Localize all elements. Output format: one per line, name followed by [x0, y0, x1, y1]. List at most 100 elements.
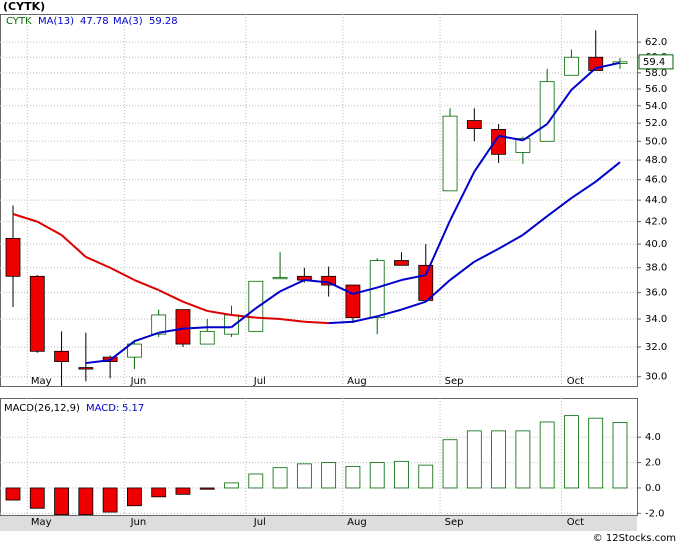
macd-bar	[418, 464, 434, 489]
y-tick-label: 52.0	[645, 118, 667, 129]
ma-line	[522, 215, 548, 236]
ma-line	[230, 307, 257, 328]
candle-body	[564, 56, 579, 76]
candle-body	[394, 260, 409, 266]
ma-line	[158, 289, 184, 303]
macd-bar	[102, 487, 118, 513]
x-tick-label: Oct	[567, 517, 584, 528]
ma-line	[498, 234, 524, 250]
macd-bar	[5, 487, 21, 501]
ma-line	[182, 300, 208, 312]
macd-bar	[29, 487, 45, 509]
ma-line	[376, 279, 402, 289]
macd-current-label: MACD:	[86, 403, 119, 414]
ma-line	[352, 315, 378, 323]
y-tick-label: 32.0	[645, 342, 667, 353]
candle-body	[345, 284, 361, 319]
y-tick-label: 54.0	[645, 101, 667, 112]
macd-bar	[345, 465, 361, 489]
ma-line	[522, 123, 548, 142]
macd-bar	[588, 417, 604, 489]
ma-line	[255, 290, 281, 310]
x-tick-label: Sep	[445, 517, 464, 528]
y-tick-label: 58.0	[645, 68, 667, 79]
macd-bar	[175, 487, 191, 495]
macd-title: MACD(26,12,9)	[4, 403, 80, 414]
ma-line	[424, 220, 451, 276]
y-tick-label: 46.0	[645, 175, 667, 186]
candle-body	[248, 280, 264, 332]
ma-line	[85, 359, 111, 365]
y-tick-label: 0.0	[645, 483, 661, 494]
legend-ma3-value: 59.28	[149, 16, 178, 27]
y-tick-label: 30.0	[645, 372, 667, 383]
macd-bar	[442, 439, 458, 489]
ma-line	[473, 135, 500, 173]
macd-panel	[0, 398, 638, 516]
macd-bar	[199, 487, 215, 490]
x-tick-label: Jun	[130, 517, 147, 528]
candle-body	[418, 264, 434, 301]
ma-line	[12, 213, 38, 223]
candle-body	[199, 330, 215, 345]
x-axis-band	[0, 515, 637, 531]
macd-current-value: 5.17	[122, 403, 144, 414]
ma-line	[401, 274, 426, 282]
candle-body	[175, 309, 191, 345]
candle-body	[466, 120, 482, 129]
x-tick-label: Aug	[347, 517, 367, 528]
ma-line	[449, 260, 475, 281]
ma-line	[352, 286, 378, 295]
macd-bar	[54, 487, 69, 516]
macd-bar	[564, 415, 579, 489]
ma-line	[425, 279, 451, 303]
ma-line	[134, 279, 160, 292]
last-price-label: 59.4	[643, 57, 665, 68]
ma-line	[328, 320, 353, 325]
ma-line	[134, 331, 160, 343]
candle-body	[5, 237, 21, 277]
x-tick-label: Aug	[347, 376, 367, 387]
ma-line	[401, 300, 427, 311]
ma-line	[279, 318, 305, 323]
y-tick-label: 34.0	[645, 314, 667, 325]
macd-bar	[539, 421, 555, 489]
ma-line	[328, 281, 354, 295]
ma-line	[158, 327, 184, 334]
y-tick-label: -2.0	[645, 508, 665, 519]
ma-line	[255, 316, 281, 321]
macd-bar	[224, 482, 239, 489]
y-tick-label: 4.0	[645, 432, 661, 443]
x-tick-label: Sep	[445, 376, 464, 387]
macd-bar	[272, 467, 288, 489]
y-tick-label: 48.0	[645, 155, 667, 166]
macd-bar	[394, 460, 409, 489]
x-tick-label: Jul	[253, 517, 266, 528]
legend-ma13: MA(13)	[38, 16, 74, 27]
candle-body	[127, 343, 142, 358]
x-tick-label: Jun	[130, 376, 147, 387]
macd-bar	[151, 487, 167, 498]
ma-line	[304, 320, 329, 325]
y-tick-label: 36.0	[645, 288, 667, 299]
candle-body	[29, 275, 45, 352]
ma-line	[109, 266, 135, 281]
y-tick-label: 56.0	[645, 84, 667, 95]
legend-ma13-value: 47.78	[80, 16, 109, 27]
footer: © 12Stocks.com	[593, 533, 676, 544]
candle-body	[272, 277, 288, 280]
ma-line	[473, 247, 500, 263]
macd-bar	[248, 473, 264, 489]
ma-line	[207, 309, 232, 316]
macd-bar	[466, 430, 482, 489]
macd-bar	[515, 430, 531, 489]
ma-line	[182, 326, 208, 330]
x-tick-label: May	[31, 517, 52, 528]
candle-body	[296, 275, 312, 281]
y-tick-label: 38.0	[645, 263, 667, 274]
y-tick-label: 40.0	[645, 239, 667, 250]
candle-body	[321, 275, 337, 286]
macd-bar	[127, 487, 142, 507]
ma-line	[376, 308, 402, 318]
